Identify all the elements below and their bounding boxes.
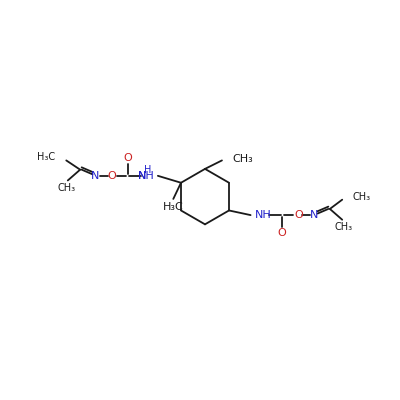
Text: N: N: [310, 210, 319, 220]
Text: NH: NH: [254, 210, 271, 220]
Text: N: N: [138, 171, 146, 181]
Text: O: O: [278, 228, 286, 238]
Text: H: H: [144, 165, 151, 175]
Text: H₃C: H₃C: [37, 152, 56, 162]
Text: CH₃: CH₃: [57, 183, 75, 193]
Text: N: N: [91, 171, 100, 181]
Text: CH₃: CH₃: [353, 192, 371, 202]
Text: CH₃: CH₃: [233, 154, 254, 164]
Text: O: O: [294, 210, 303, 220]
Text: H₃C: H₃C: [163, 202, 184, 212]
Text: O: O: [107, 171, 116, 181]
Text: O: O: [124, 153, 132, 163]
Text: NH: NH: [138, 171, 155, 181]
Text: CH₃: CH₃: [335, 222, 353, 232]
